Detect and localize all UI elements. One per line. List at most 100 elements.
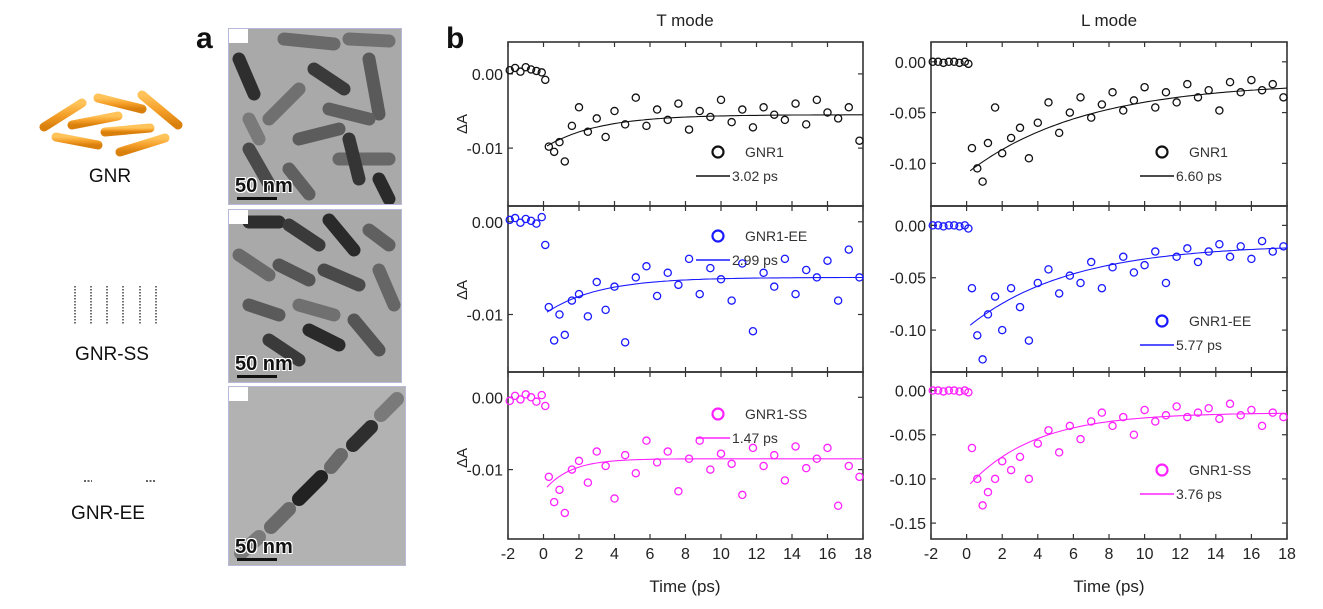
data-point [541,75,550,85]
data-point [1024,474,1034,484]
data-point [516,67,525,76]
legend-fit-label: 3.02 ps [732,168,778,184]
scale-bar [237,558,277,561]
data-point [716,95,726,105]
data-point [1193,257,1203,267]
data-point [592,114,602,123]
data-point [541,401,550,411]
data-point [1247,75,1256,85]
data-point [549,336,559,345]
data-point [505,215,515,225]
data-point [663,447,673,456]
plot-frame [507,205,864,373]
data-point [791,442,800,451]
data-point [1236,242,1245,251]
x-tick-label: 2 [998,546,1007,563]
scale-bar-label: 50 nm [235,536,293,558]
data-point [601,132,610,142]
data-point [1204,403,1213,413]
data-point [684,254,694,264]
x-tick-label: 10 [712,546,730,563]
data-point [1140,260,1149,270]
data-point [949,386,959,395]
data-point [560,508,570,518]
data-point [1054,128,1064,138]
legend-marker [711,145,725,159]
legend-series-label: GNR1-SS [745,406,807,422]
data-point [1118,412,1128,422]
column-title-t-mode: T mode [656,11,713,30]
data-point [983,138,993,148]
data-point [1054,448,1064,457]
data-point [521,62,531,72]
data-point [567,465,577,474]
x-tick-label: -2 [501,546,515,563]
scale-bar-label: 50 nm [235,353,293,375]
data-point [770,450,779,460]
data-point [1015,302,1025,312]
data-point [1151,247,1160,256]
gnr-random-rods-illustration [39,90,183,157]
data-point [833,114,843,123]
data-point [964,59,973,69]
data-point [1140,82,1149,92]
data-point [1076,434,1085,444]
data-point [833,501,843,510]
data-point [663,115,673,125]
data-point [978,501,987,510]
legend-series-label: GNR1 [1189,144,1228,160]
data-point [928,221,938,230]
x-tick-label: 16 [1243,546,1261,563]
data-point [727,117,736,127]
data-point [532,397,541,406]
data-point [1044,426,1053,435]
data-point [642,121,651,131]
data-point [928,386,938,395]
data-point [1215,414,1224,424]
data-point [1024,336,1034,345]
data-point [1268,79,1278,89]
data-point [1183,244,1192,253]
data-point [1172,98,1181,107]
data-point [1118,252,1128,262]
data-point [532,219,541,228]
data-point [780,254,790,264]
image-notch [229,387,248,401]
scale-bar-label: 50 nm [235,175,293,197]
data-point [812,95,822,105]
data-point [823,256,832,265]
x-tick-label: 8 [681,546,690,563]
x-tick-label: 8 [1105,546,1114,563]
y-tick-label: -0.01 [467,141,504,158]
data-point [674,280,683,290]
tem-rods-graphic [232,213,401,367]
data-point [537,68,546,77]
data-point [695,436,704,445]
gnr-ee-end-to-end-illustration [29,476,209,486]
data-point [939,387,948,396]
data-point [631,273,641,282]
data-point [537,390,546,400]
data-point [933,386,943,395]
data-point [1279,242,1288,251]
data-point [990,292,1000,301]
data-point [1006,465,1016,475]
data-point [928,57,938,67]
data-point [1086,113,1096,122]
data-point [791,289,800,299]
data-point [1236,88,1245,97]
x-tick-label: 12 [748,546,766,563]
data-point [1015,123,1025,133]
data-point [759,103,768,112]
legend-series-label: GNR1 [745,144,784,160]
y-axis-label-row3: ΔA [454,448,471,468]
data-point [933,57,943,67]
y-tick-label: -0.10 [890,472,927,489]
data-point [748,443,758,453]
data-point [955,58,964,68]
data-point [1024,154,1034,163]
data-point [780,476,790,485]
y-tick-label: 0.00 [895,218,926,235]
data-point [738,259,747,268]
data-point [939,58,948,68]
